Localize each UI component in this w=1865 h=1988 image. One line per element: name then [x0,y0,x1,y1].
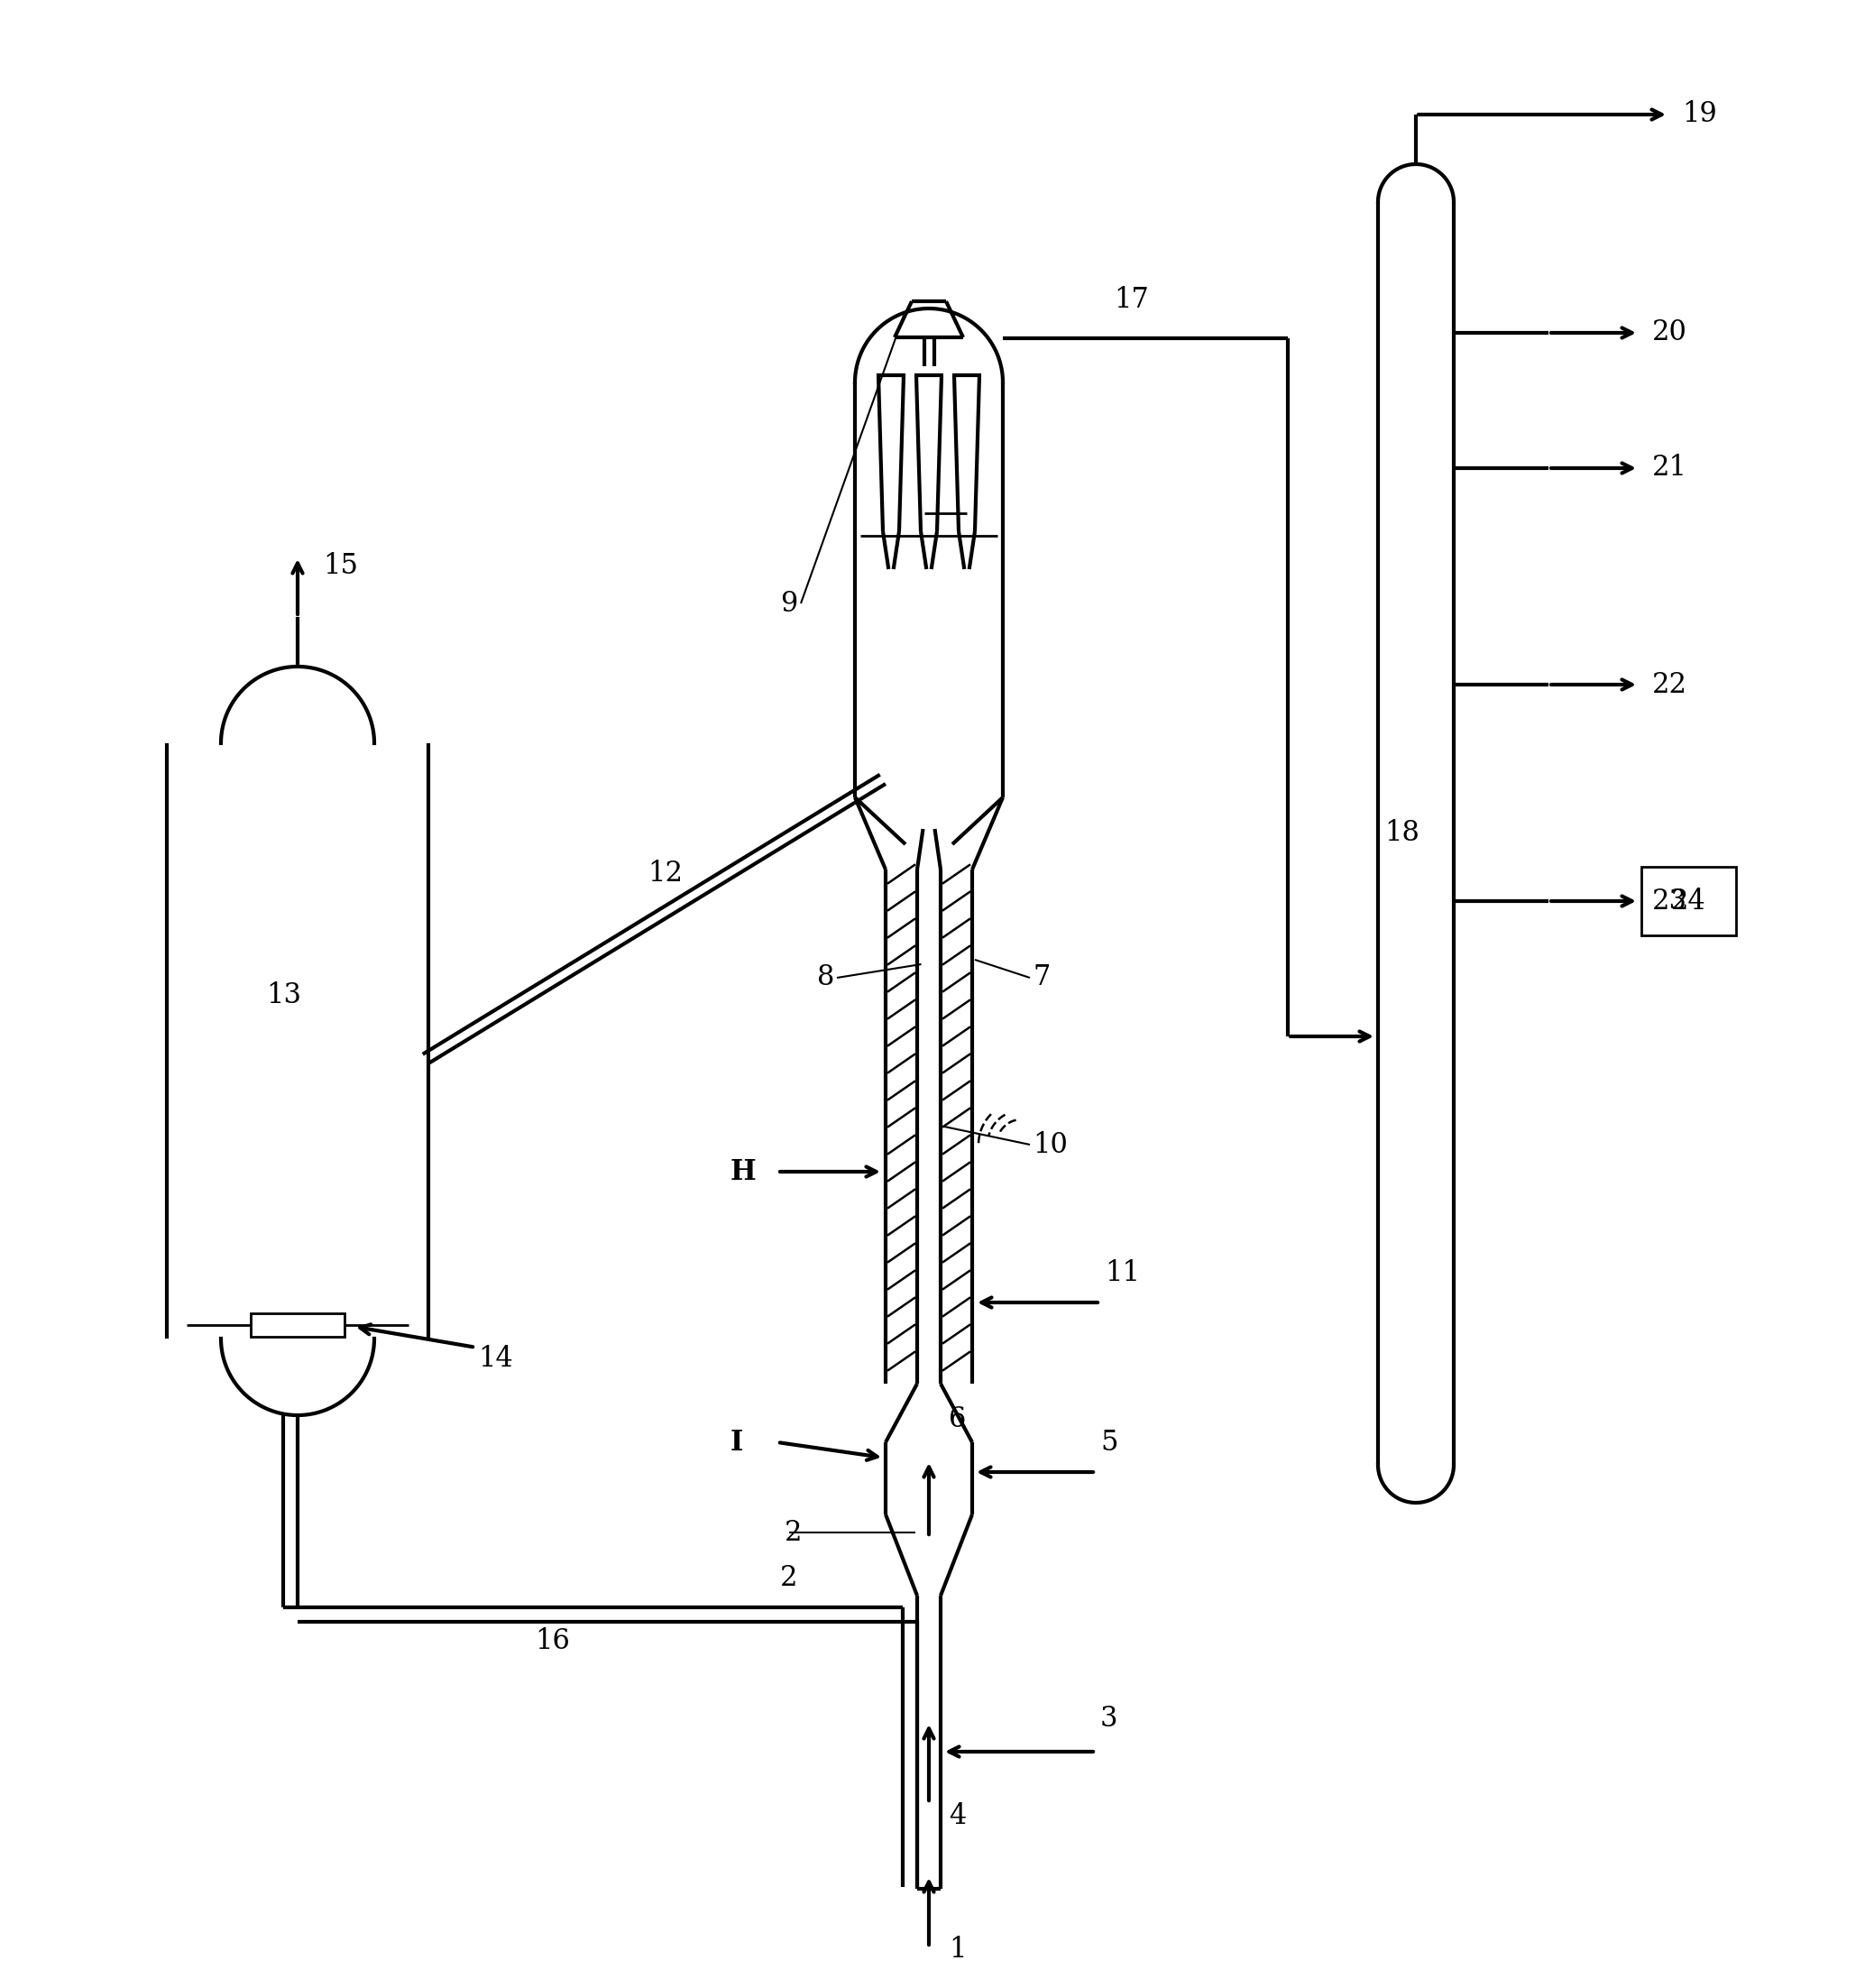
Text: I: I [731,1427,744,1457]
Text: 10: 10 [1033,1131,1067,1159]
Text: 4: 4 [949,1803,966,1831]
Text: 13: 13 [267,982,302,1010]
Text: 5: 5 [1100,1427,1117,1457]
Text: 2: 2 [785,1519,802,1547]
Text: 1: 1 [949,1936,966,1964]
Text: 9: 9 [780,590,798,618]
Text: 14: 14 [477,1346,513,1374]
Text: H: H [731,1157,757,1185]
Text: 8: 8 [817,964,834,992]
Text: 7: 7 [1033,964,1050,992]
Text: 24: 24 [1671,887,1706,914]
Text: 2: 2 [780,1565,798,1592]
Text: 12: 12 [647,861,683,889]
Bar [250,1312,345,1336]
Text: 20: 20 [1652,318,1688,346]
Text: 23: 23 [1652,887,1688,914]
Text: 17: 17 [1113,286,1149,314]
Text: 19: 19 [1682,101,1718,129]
Text: 11: 11 [1104,1260,1140,1288]
Text: 18: 18 [1386,819,1419,847]
Text: 15: 15 [323,551,358,580]
Text: 21: 21 [1652,453,1688,483]
Bar [1641,867,1736,936]
Text: 16: 16 [535,1628,571,1656]
Text: 6: 6 [949,1406,966,1433]
Text: 3: 3 [1100,1706,1117,1734]
Text: 22: 22 [1652,670,1688,698]
